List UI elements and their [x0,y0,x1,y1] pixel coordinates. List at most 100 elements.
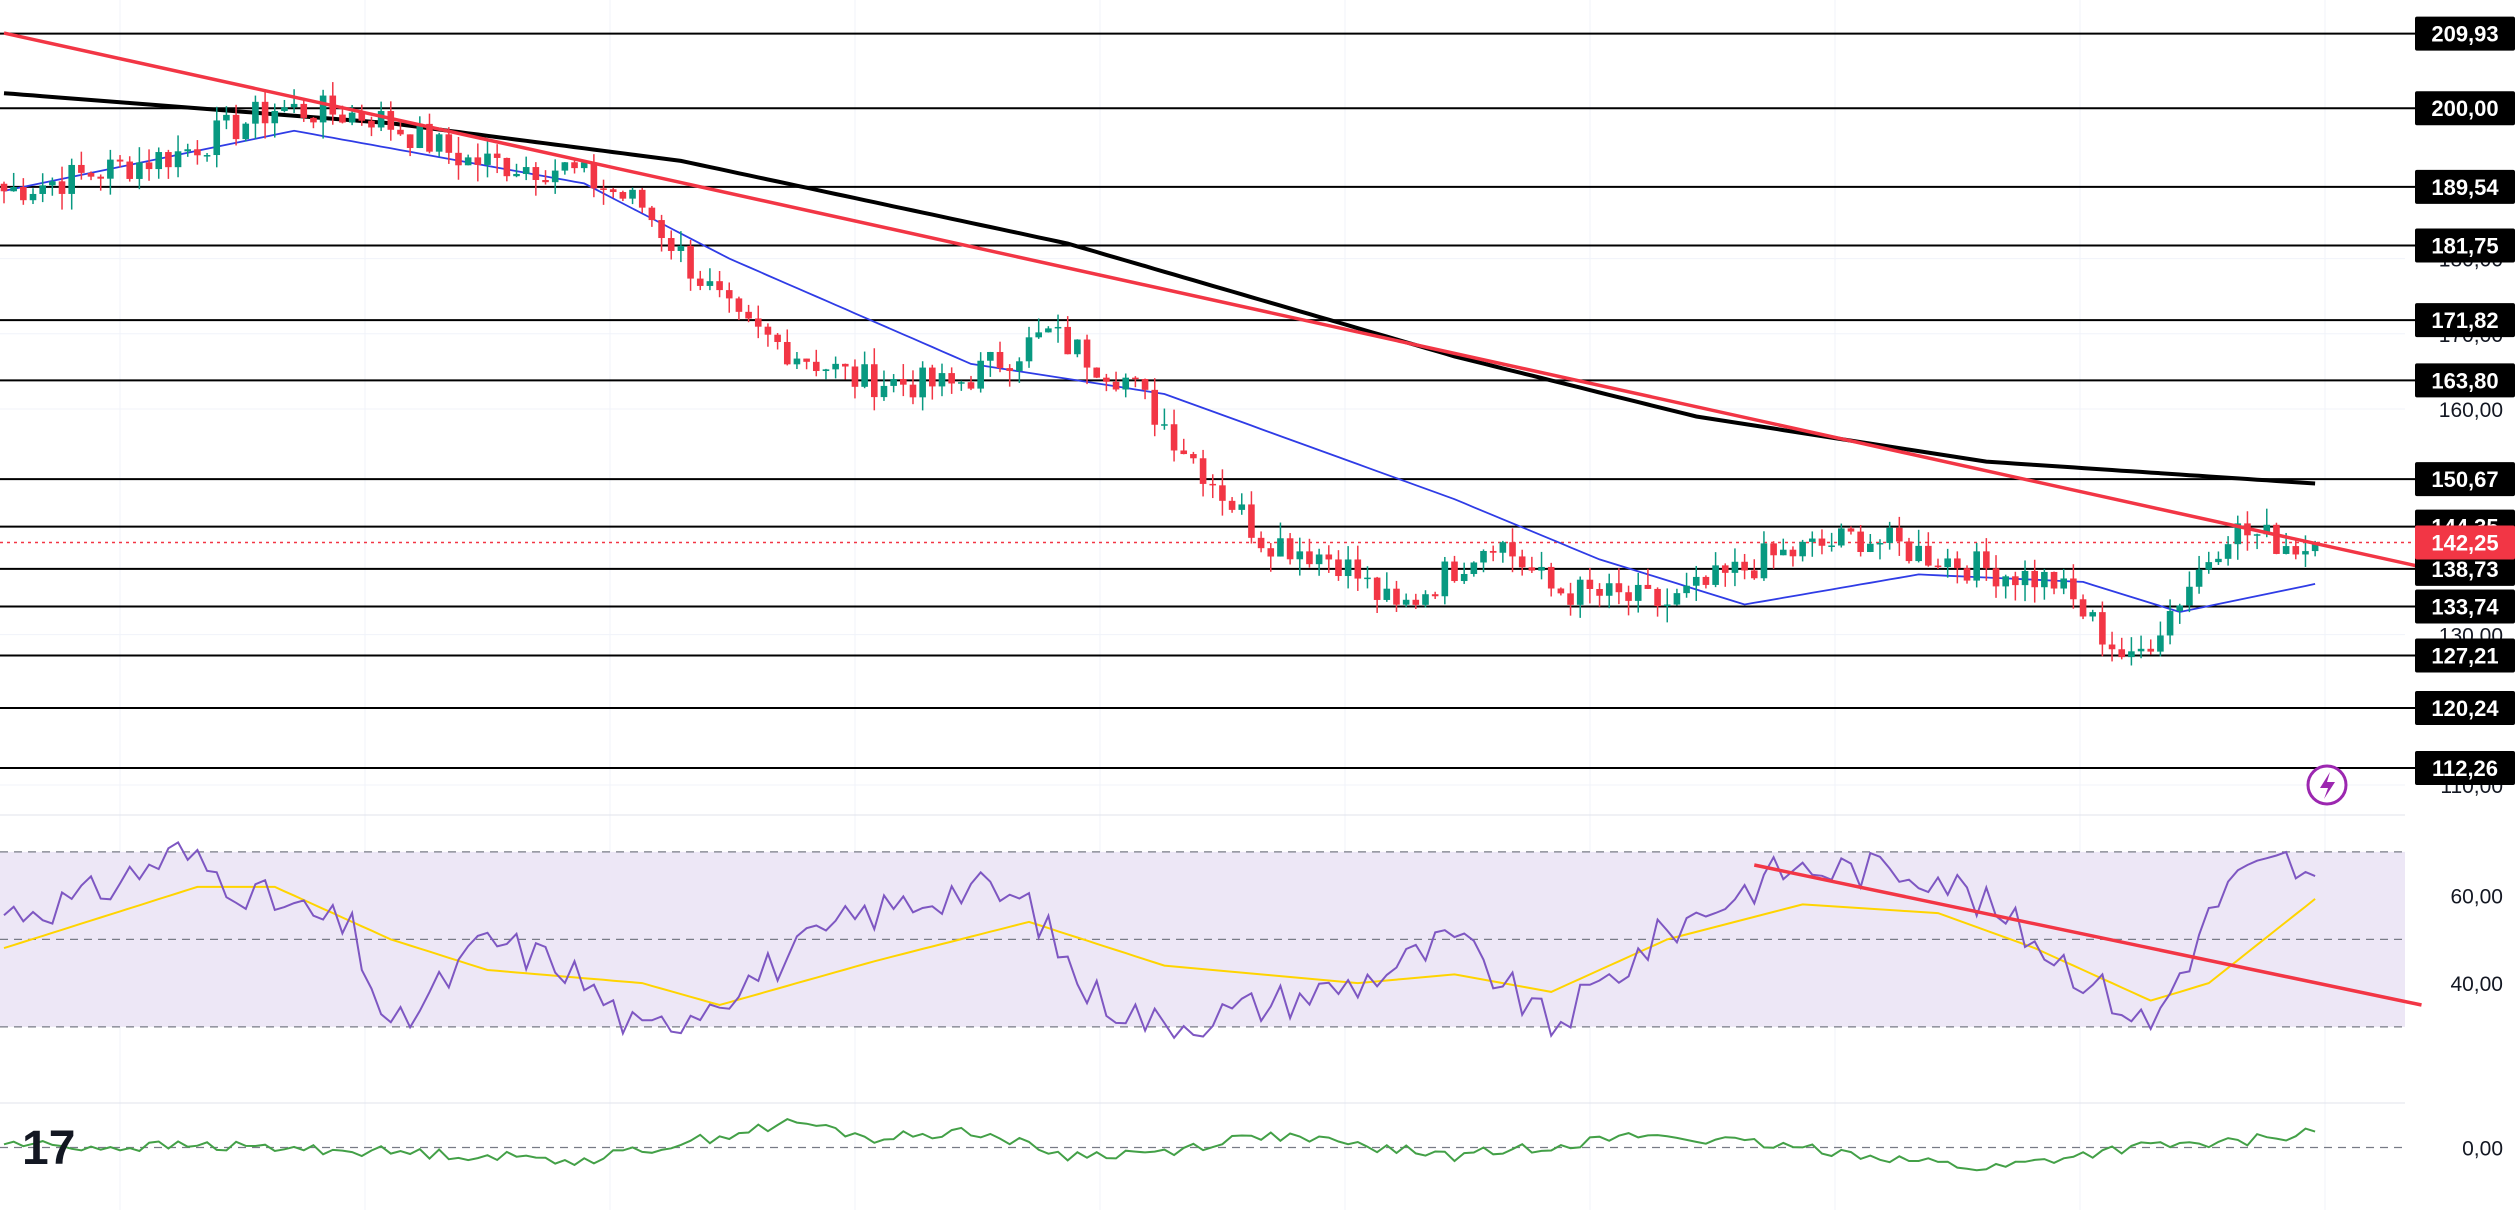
level-price-label-text: 209,93 [2431,22,2498,47]
level-price-label[interactable]: 120,24 [2415,690,2515,725]
level-price-label[interactable]: 133,74 [2415,589,2515,624]
candle [1808,531,1816,557]
candle-body [929,367,936,387]
level-price-label[interactable]: 171,82 [2415,303,2515,338]
candle-body [629,189,636,199]
candle-body [871,364,878,398]
rsi-axis-tick-label: 40,00 [2450,973,2503,996]
candle [2195,555,2203,594]
level-price-label[interactable]: 200,00 [2415,91,2515,126]
candle [1934,558,1942,569]
level-price-label-bg [2415,16,2515,51]
candle [0,181,8,204]
candle-body [2157,635,2164,652]
candle-body [1644,584,1652,589]
candle-body [2195,569,2203,587]
candle [1402,593,1410,608]
candle [1412,593,1420,609]
candle-body [2118,649,2126,658]
candle [658,214,665,252]
candle-body [1973,551,1980,581]
candle [938,363,946,397]
level-price-label-text: 138,73 [2431,557,2498,582]
candle-body [667,238,675,251]
level-price-label-bg [2415,169,2515,204]
level-price-label[interactable]: 150,67 [2415,462,2515,497]
candle [1451,555,1458,583]
candle [677,231,685,263]
candle-body [1799,541,1806,557]
candle-body [2060,578,2068,589]
oscillator-line [3,1117,2316,1172]
candle-body [1857,531,1864,552]
candle-body [1683,585,1690,594]
candle-body [783,341,791,365]
candle-body [1025,337,1033,362]
candle-body [194,149,201,156]
candle [1789,546,1797,567]
candle [987,351,994,377]
candle [1731,548,1739,587]
candle [716,270,723,298]
candle [493,144,501,174]
candle-body [203,155,211,157]
level-price-label-text: 120,24 [2431,696,2499,721]
candle-body [1364,577,1371,580]
candle-body [2176,605,2184,612]
level-price-label[interactable]: 127,21 [2415,638,2515,673]
candle-body [1721,565,1729,573]
candle [426,113,433,154]
lightning-icon[interactable] [2306,764,2348,806]
candle [580,161,588,173]
candle-body [948,373,955,384]
candle-body [319,95,327,123]
candle-body [1451,561,1458,582]
candle-body [977,360,984,389]
level-price-label[interactable]: 209,93 [2415,16,2515,51]
candle-body [803,358,810,362]
trendlines [3,31,2422,569]
candle-body [503,157,511,177]
candle-body [938,373,946,387]
candle-body [1112,381,1120,390]
candle-body [542,179,549,183]
candle [1296,537,1304,576]
candle [165,149,172,179]
candle [1054,314,1062,343]
candle-body [348,112,356,123]
candle-body [435,134,443,152]
level-price-label[interactable]: 189,54 [2415,169,2515,204]
candle [1944,548,1951,578]
candle [2060,568,2068,595]
candle [1973,542,1980,588]
price-candles [0,82,2319,666]
candle-body [1625,592,1632,601]
candle [561,162,569,175]
candle [2012,571,2019,601]
level-price-label[interactable]: 163,80 [2415,363,2515,398]
candle-body [10,187,17,192]
candle [1818,529,1826,555]
candle-body [851,366,859,387]
level-price-label[interactable]: 181,75 [2415,228,2515,263]
candle [1954,551,1961,584]
candle-body [1615,583,1623,593]
level-price-label-bg [2415,638,2515,673]
candle [532,162,540,196]
level-price-label[interactable]: 138,73 [2415,551,2515,586]
candle [136,147,143,190]
price-axis[interactable]: 110,00130,00160,00170,00180,00200,0060,0… [2415,16,2515,1161]
candle-body [580,162,588,169]
candle [2021,560,2029,602]
candle [754,305,762,339]
candle [725,282,733,313]
support-resistance-levels [0,32,2415,769]
candle-body [1992,568,2000,587]
candle-body [716,281,723,291]
candle-body [174,151,182,168]
candle [1683,572,1690,598]
level-price-label[interactable]: 112,26 [2415,750,2515,785]
current-price-label[interactable]: 142,25 [2415,525,2515,560]
candle-body [2282,546,2290,554]
candle-body [2234,523,2242,545]
